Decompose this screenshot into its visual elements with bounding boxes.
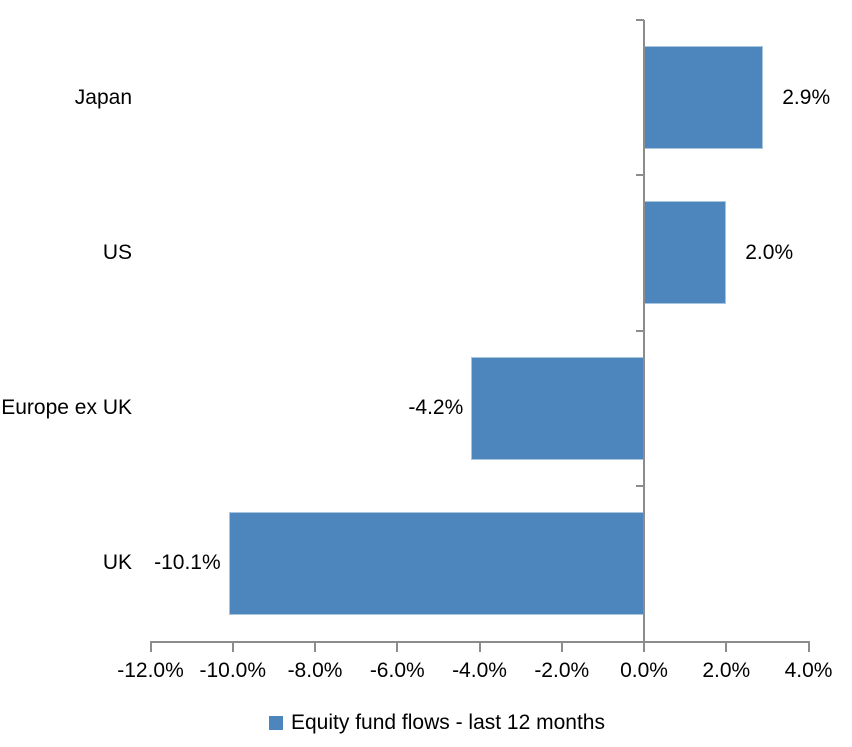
x-axis-tick [560,641,563,652]
x-tick-label: 4.0% [784,659,833,682]
x-tick-label: 0.0% [620,659,668,682]
x-tick-label: -4.0% [452,659,507,682]
x-axis-tick [725,641,728,652]
bar [644,46,764,150]
x-tick-label: -10.0% [199,659,267,682]
legend-label: Equity fund flows - last 12 months [291,711,605,734]
y-axis-line [643,20,645,643]
x-axis-line [150,641,810,643]
x-tick-label: -8.0% [287,659,343,682]
x-axis-tick [314,641,316,652]
x-tick-label: -2.0% [534,659,590,682]
bar [644,201,727,305]
category-label: Japan [74,85,132,109]
x-axis-tick [478,641,481,652]
bar [228,511,644,615]
data-label: -4.2% [408,396,464,420]
y-axis-tick [636,484,644,487]
x-axis-tick [231,641,234,652]
y-axis-tick [636,329,644,332]
x-tick-label: -6.0% [369,659,425,682]
data-label: 2.0% [745,240,794,264]
legend-swatch-icon [269,716,283,730]
x-axis-tick [149,641,152,652]
y-axis-tick [636,19,644,21]
data-label: -10.1% [154,551,221,575]
bar [471,356,644,460]
x-axis-tick [807,641,810,652]
y-axis-tick [636,174,644,177]
x-tick-label: -12.0% [117,659,184,682]
x-axis-tick [396,641,399,652]
x-axis-tick [643,641,645,652]
category-label: UK [102,551,132,575]
category-label: Europe ex UK [1,396,132,420]
x-tick-label: 2.0% [702,659,751,682]
data-label: 2.9% [782,85,831,109]
category-label: US [102,240,132,264]
legend: Equity fund flows - last 12 months [0,707,852,739]
